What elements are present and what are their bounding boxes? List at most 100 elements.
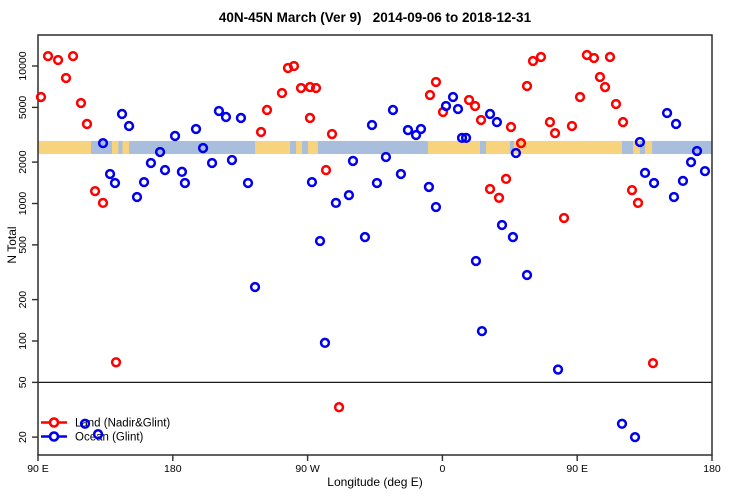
data-point (629, 431, 641, 443)
data-point (463, 94, 475, 106)
data-point (430, 201, 442, 213)
x-tick-label: 180 (164, 463, 182, 475)
data-point (67, 50, 79, 62)
data-point (430, 76, 442, 88)
data-point (484, 183, 496, 195)
strip-land-segment (428, 140, 480, 155)
data-point (484, 108, 496, 120)
data-point (469, 100, 481, 112)
y-tick-label: 1000 (17, 192, 29, 216)
data-point (320, 164, 332, 176)
data-point (447, 91, 459, 103)
x-tick-label: 90 E (27, 463, 49, 475)
data-point (333, 402, 345, 413)
data-point (632, 197, 644, 209)
strip-land-segment (255, 140, 291, 155)
data-point (288, 60, 300, 72)
data-point (647, 358, 659, 369)
data-point (588, 52, 600, 64)
data-point (527, 55, 539, 67)
data-point (549, 127, 561, 139)
x-tick-label: 90 W (295, 463, 320, 475)
strip-land-segment (38, 140, 92, 155)
legend-label: Land (Nadir&Glint) (75, 418, 170, 430)
data-point (116, 108, 128, 120)
x-axis: 90 E 180 90 W 0 90 E 180 (27, 455, 721, 475)
data-point (515, 137, 527, 149)
data-point (197, 142, 209, 154)
strip-land-segment (296, 140, 303, 155)
data-point (235, 112, 247, 124)
data-point (493, 192, 505, 203)
data-point (359, 231, 371, 243)
strip-land-segment (307, 140, 318, 155)
strip-land-segment (111, 140, 119, 155)
data-point (610, 98, 622, 110)
data-point (505, 121, 517, 133)
data-point (424, 89, 436, 101)
data-point (169, 130, 181, 142)
data-point (460, 132, 472, 144)
data-point (639, 167, 651, 179)
data-point (626, 185, 638, 196)
data-point (304, 81, 316, 93)
data-point (544, 116, 556, 128)
data-point (295, 82, 307, 94)
y-tick-label: 5000 (17, 96, 29, 120)
x-tick-label: 180 (703, 463, 721, 475)
data-point (617, 116, 629, 128)
data-point (366, 119, 378, 131)
data-point (691, 145, 703, 157)
data-point (226, 154, 238, 166)
strip-land-segment (645, 140, 653, 155)
data-point (521, 269, 533, 281)
legend-label: Ocean (Glint) (75, 432, 144, 444)
data-point (558, 212, 570, 224)
y-axis: 10000 5000 2000 1000 500 200 100 50 20 (17, 51, 38, 443)
data-point (326, 128, 338, 140)
data-point (491, 116, 503, 128)
data-point (634, 136, 646, 148)
data-point (677, 175, 689, 187)
data-point (604, 51, 616, 63)
legend: Land (Nadir&Glint) Ocean (Glint) (41, 417, 170, 444)
data-point (190, 123, 202, 135)
data-point (242, 177, 254, 189)
data-point (220, 111, 232, 123)
land-series (35, 49, 659, 413)
data-point (304, 112, 316, 124)
y-tick-label: 100 (17, 332, 29, 350)
data-point (402, 124, 414, 136)
data-point (507, 231, 519, 243)
x-tick-label: 90 E (566, 463, 588, 475)
data-point (97, 197, 109, 209)
data-point (261, 104, 273, 116)
data-point (104, 168, 116, 180)
data-point (35, 91, 47, 103)
data-point (594, 71, 606, 83)
data-point (255, 126, 267, 138)
data-point (176, 166, 188, 177)
data-point (456, 132, 468, 144)
data-point (423, 181, 435, 193)
data-point (60, 72, 72, 84)
data-point (110, 357, 122, 368)
data-point (347, 155, 359, 167)
data-point (685, 156, 697, 168)
data-point (535, 51, 547, 63)
legend-marker (48, 431, 60, 442)
data-point (276, 87, 288, 99)
data-point (131, 191, 143, 203)
strip-land-segment (122, 140, 130, 155)
data-point (89, 185, 101, 197)
data-point (661, 107, 673, 119)
data-point (521, 80, 533, 92)
plot-border (37, 34, 713, 456)
y-tick-label: 10000 (17, 51, 29, 80)
data-point (510, 147, 522, 159)
y-tick-label: 2000 (17, 150, 29, 174)
data-point (395, 168, 407, 180)
data-point (648, 177, 660, 189)
data-point (179, 177, 191, 189)
